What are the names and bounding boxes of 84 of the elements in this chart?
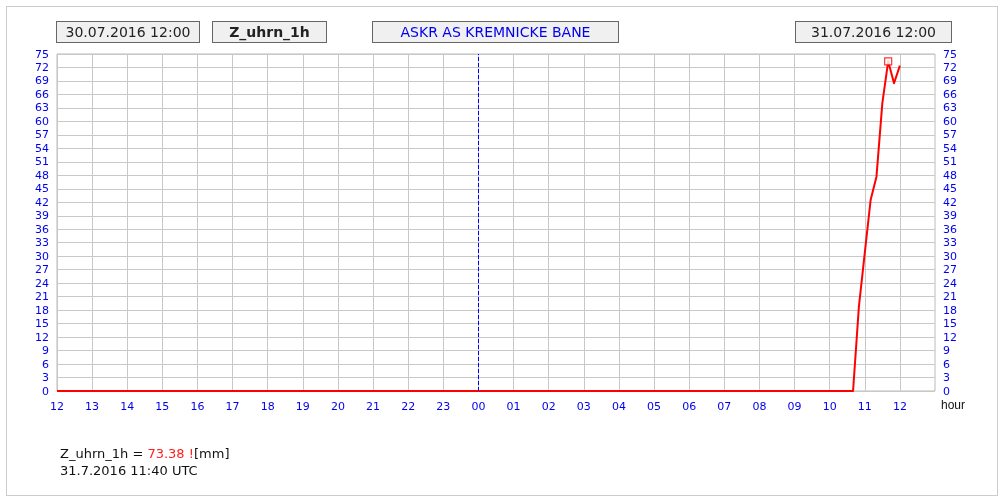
y-tick-label: 18 — [35, 303, 49, 317]
text: Z_uhrn_1h = 73.38 ![mm] — [60, 446, 230, 461]
x-tick-label: 06 — [682, 400, 697, 413]
y-tick-label: 21 — [35, 290, 49, 304]
y2-tick-label: 24 — [943, 276, 957, 290]
y2-tick-label: 6 — [943, 357, 950, 371]
y-tick-label: 72 — [35, 60, 49, 74]
y2-tick-label: 12 — [943, 330, 957, 344]
y2-tick-label: 30 — [943, 249, 957, 263]
y2-tick-label: 75 — [943, 47, 957, 61]
y2-tick-label: 57 — [943, 128, 957, 142]
y-tick-label: 45 — [35, 182, 49, 196]
y-tick-label: 51 — [35, 155, 49, 169]
y-tick-label: 57 — [35, 128, 49, 142]
x-tick-label: 17 — [225, 400, 240, 413]
x-tick-label: 12 — [50, 400, 64, 413]
y-tick-label: 6 — [42, 357, 49, 371]
y2-tick-label: 72 — [943, 60, 957, 74]
y2-tick-label: 51 — [943, 155, 957, 169]
x-tick-label: 00 — [471, 400, 486, 413]
x-axis-title: hour — [941, 398, 966, 412]
text: 31.7.2016 11:40 UTC — [60, 463, 198, 478]
y2-tick-label: 69 — [943, 74, 957, 88]
y2-tick-label: 45 — [943, 182, 957, 196]
x-tick-label: 08 — [752, 400, 767, 413]
y-tick-label: 69 — [35, 74, 49, 88]
y2-tick-label: 3 — [943, 371, 950, 385]
y-tick-label: 75 — [35, 47, 49, 61]
y-tick-label: 54 — [35, 141, 49, 155]
y-tick-label: 15 — [35, 317, 49, 331]
x-tick-label: 13 — [85, 400, 100, 413]
y2-tick-label: 66 — [943, 87, 957, 101]
y-tick-label: 48 — [35, 168, 49, 182]
y2-tick-label: 48 — [943, 168, 957, 182]
x-tick-label: 07 — [717, 400, 732, 413]
y-tick-label: 27 — [35, 263, 49, 277]
x-tick-label: 01 — [506, 400, 521, 413]
x-tick-label: 15 — [155, 400, 170, 413]
y-tick-label: 39 — [35, 209, 49, 223]
y2-tick-label: 33 — [943, 236, 957, 250]
chart-title: ASKR AS KREMNICKE BANE — [372, 21, 619, 43]
y-tick-label: 36 — [35, 222, 49, 236]
x-tick-label: 23 — [436, 400, 451, 413]
y-tick-label: 30 — [35, 249, 49, 263]
x-tick-label: 20 — [330, 400, 345, 413]
x-tick-label: 02 — [541, 400, 556, 413]
x-tick-label: 03 — [576, 400, 591, 413]
y-tick-label: 66 — [35, 87, 49, 101]
x-tick-label: 16 — [190, 400, 205, 413]
x-tick-label: 09 — [787, 400, 802, 413]
x-tick-label: 22 — [401, 400, 416, 413]
x-tick-label: 12 — [892, 400, 907, 413]
y2-tick-label: 54 — [943, 141, 957, 155]
y-tick-label: 0 — [42, 384, 49, 398]
y2-tick-label: 27 — [943, 263, 957, 277]
y-tick-label: 12 — [35, 330, 49, 344]
y2-tick-label: 63 — [943, 101, 957, 115]
text: 30.07.2016 12:00 — [56, 21, 200, 43]
text: 31.07.2016 12:00 — [795, 21, 952, 43]
x-tick-label: 05 — [647, 400, 662, 413]
y-tick-label: 24 — [35, 276, 49, 290]
chart-subtitle: Z_uhrn_1h — [212, 21, 327, 43]
y-tick-label: 42 — [35, 195, 49, 209]
y2-tick-label: 36 — [943, 222, 957, 236]
y2-tick-label: 15 — [943, 317, 957, 331]
y2-tick-label: 0 — [943, 384, 950, 398]
x-tick-label: 19 — [295, 400, 310, 413]
y-tick-label: 3 — [42, 371, 49, 385]
x-tick-label: 14 — [120, 400, 135, 413]
y2-tick-label: 39 — [943, 209, 957, 223]
y2-tick-label: 60 — [943, 114, 957, 128]
y-tick-label: 60 — [35, 114, 49, 128]
y-tick-label: 63 — [35, 101, 49, 115]
x-tick-label: 21 — [366, 400, 381, 413]
y2-tick-label: 42 — [943, 195, 957, 209]
y-tick-label: 9 — [42, 344, 49, 358]
x-tick-label: 10 — [822, 400, 837, 413]
y2-tick-label: 9 — [943, 344, 950, 358]
x-tick-label: 11 — [857, 400, 872, 413]
y2-tick-label: 21 — [943, 290, 957, 304]
y2-tick-label: 18 — [943, 303, 957, 317]
x-tick-label: 04 — [611, 400, 626, 413]
y-tick-label: 33 — [35, 236, 49, 250]
x-tick-label: 18 — [260, 400, 275, 413]
